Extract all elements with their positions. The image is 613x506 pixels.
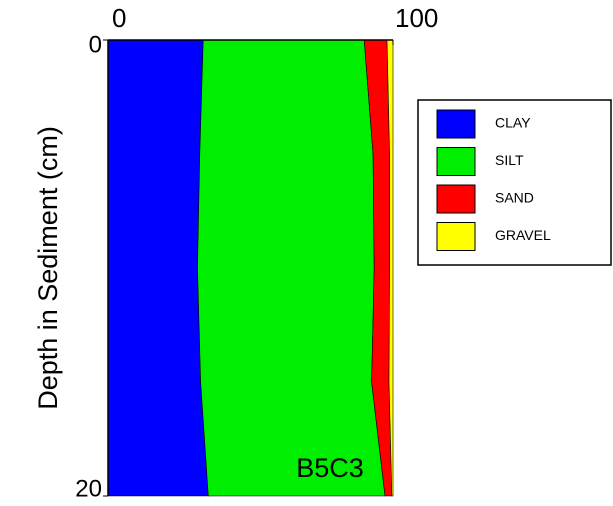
legend-label: GRAVEL (495, 227, 551, 243)
x-tick-label: 0 (112, 3, 126, 33)
area (386, 39, 394, 497)
y-tick-label: 20 (75, 475, 102, 502)
area (197, 39, 386, 497)
legend-label: SAND (495, 190, 534, 206)
y-tick-label: 0 (89, 31, 102, 58)
annotation: B5C3 (296, 453, 364, 483)
area (107, 39, 209, 497)
legend-swatch (436, 109, 476, 139)
y-axis-label: Depth in Sediment (cm) (33, 126, 63, 410)
legend-swatch (436, 222, 476, 251)
legend-label: CLAY (495, 115, 531, 131)
legend-label: SILT (495, 152, 524, 168)
legend-swatch (436, 184, 476, 214)
x-tick-label: 100 (395, 3, 438, 33)
legend-swatch (436, 147, 476, 176)
